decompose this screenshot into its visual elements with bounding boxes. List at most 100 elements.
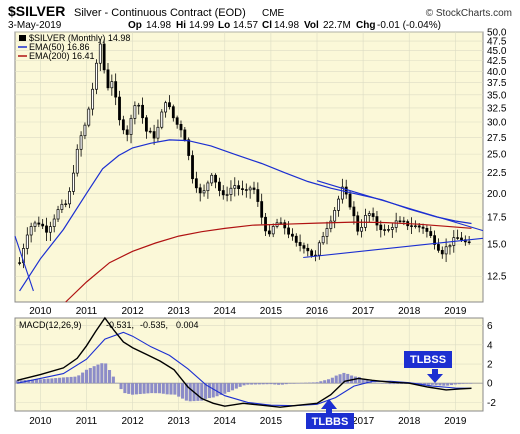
price-candle-body <box>317 242 321 256</box>
price-candle-body <box>221 190 225 196</box>
price-candle-body <box>283 222 287 229</box>
tlbbs-arrow-icon <box>321 399 337 413</box>
price-candle-body <box>364 215 367 228</box>
macd-histogram-bar <box>104 363 108 384</box>
price-legend-label: $SILVER (Monthly) 14.98 <box>29 33 130 43</box>
macd-histogram-bar <box>107 370 112 384</box>
macd-histogram-bar <box>369 381 373 384</box>
macd-histogram-bar <box>284 383 288 385</box>
price-candle-body <box>25 234 29 249</box>
price-candle-body <box>340 186 344 200</box>
price-candle-body <box>379 224 383 231</box>
price-candle-body <box>37 222 41 225</box>
macd-histogram-bar <box>200 383 204 401</box>
price-candle-body <box>18 262 22 264</box>
price-y-tick-label: 35.0 <box>487 90 507 101</box>
price-candle-body <box>98 43 102 64</box>
macd-histogram-bar <box>88 367 92 384</box>
macd-histogram-bar <box>230 383 235 391</box>
macd-histogram-bar <box>453 383 457 385</box>
macd-histogram-bar <box>307 382 311 384</box>
macd-histogram-bar <box>461 383 465 384</box>
price-candle-body <box>440 249 444 255</box>
macd-legend-signal: -0.535, <box>140 320 168 330</box>
macd-histogram-bar <box>81 372 85 384</box>
macd-histogram-bar <box>334 375 338 384</box>
macd-x-tick-label: 2011 <box>76 416 98 427</box>
macd-histogram-bar <box>61 377 65 384</box>
macd-histogram-bar <box>127 383 131 394</box>
price-candle-body <box>33 222 37 227</box>
price-candle-body <box>329 220 333 229</box>
macd-histogram-bar <box>138 383 142 395</box>
macd-histogram-bar <box>446 383 450 386</box>
macd-histogram-bar <box>357 377 361 384</box>
macd-y-tick-label: -2 <box>487 398 496 409</box>
price-candle-body <box>145 117 148 132</box>
macd-histogram-bar <box>173 383 177 395</box>
price-candle-body <box>64 203 68 206</box>
price-candle-body <box>133 105 137 119</box>
macd-histogram-bar <box>96 364 100 384</box>
price-y-tick-label: 20.0 <box>487 189 507 200</box>
macd-histogram-bar <box>177 383 181 397</box>
price-candle-body <box>279 222 283 224</box>
cl-label: Cl <box>262 20 272 31</box>
price-candle-body <box>298 242 302 246</box>
price-y-tick-label: 15.0 <box>487 240 507 251</box>
macd-histogram-bar <box>15 380 19 384</box>
price-candle-body <box>337 198 340 211</box>
price-candle-body <box>202 190 206 194</box>
price-candle-body <box>121 119 125 131</box>
macd-signal-line <box>17 331 472 407</box>
macd-x-tick-label: 2013 <box>168 416 191 427</box>
price-candle-body <box>367 213 371 216</box>
macd-histogram-bar <box>269 383 273 385</box>
price-candle-body <box>321 236 325 244</box>
price-candle-body <box>448 245 452 248</box>
macd-x-tick-label: 2012 <box>121 416 144 427</box>
macd-y-tick-label: 6 <box>487 321 493 332</box>
macd-histogram-bar <box>196 383 200 401</box>
price-candle-body <box>310 250 314 256</box>
price-y-axis: 12.5 15.0 17.5 20.0 22.5 25.0 27.5 30.0 32.5 35.0… <box>487 28 507 283</box>
macd-histogram-bar <box>207 383 211 399</box>
macd-histogram-bar <box>31 379 35 384</box>
price-candle-body <box>129 118 133 135</box>
price-candle-body <box>398 220 402 223</box>
op-label: Op <box>128 20 142 31</box>
macd-histogram-bar <box>365 380 369 384</box>
macd-histogram-bar <box>234 383 238 389</box>
price-candle-body <box>444 246 448 255</box>
tlbss-label: TLBSS <box>410 354 446 366</box>
macd-y-tick-label: 2 <box>487 360 493 371</box>
macd-y-tick-label: 4 <box>487 340 493 351</box>
price-candle-body <box>68 191 71 205</box>
macd-marks <box>15 316 473 408</box>
price-candle-body <box>241 188 244 190</box>
price-candle-body <box>125 129 129 135</box>
macd-histogram-bar <box>449 383 454 386</box>
price-candle-body <box>206 182 210 192</box>
macd-histogram-bar <box>242 383 246 386</box>
macd-histogram-bar <box>419 383 423 385</box>
price-candle-body <box>233 185 237 189</box>
macd-histogram-bar <box>430 383 434 385</box>
price-candle-body <box>214 174 217 183</box>
price-trendline <box>303 237 484 259</box>
price-x-tick-label: 2013 <box>168 306 191 317</box>
price-candle-body <box>83 124 87 137</box>
macd-histogram-bar <box>361 378 365 384</box>
op-value: 14.98 <box>146 20 171 31</box>
price-candle-body <box>106 69 110 89</box>
ema200-line <box>65 221 472 303</box>
price-x-tick-label: 2015 <box>260 306 283 317</box>
macd-histogram-bar <box>46 378 50 384</box>
price-candle-body <box>118 96 121 121</box>
macd-histogram-bar <box>84 369 89 384</box>
macd-histogram-bar <box>165 383 169 395</box>
price-candle-body <box>291 233 294 237</box>
price-trendline <box>14 235 34 292</box>
price-legend: $SILVER (Monthly) 14.98 EMA(50) 16.86 EM… <box>18 33 130 61</box>
